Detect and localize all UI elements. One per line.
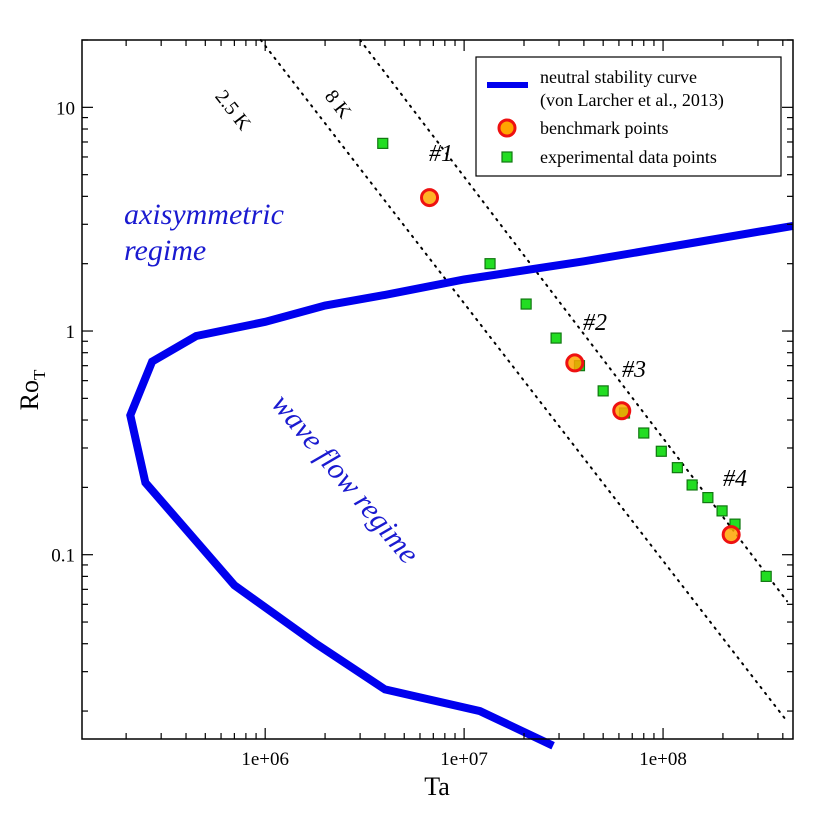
experimental-point: [716, 505, 728, 517]
svg-text:RoT: RoT: [15, 369, 49, 410]
axisymmetric-label-line1: axisymmetric: [124, 198, 284, 231]
experimental-point: [671, 462, 683, 474]
experimental-point: [377, 137, 389, 149]
experimental-point: [638, 427, 650, 439]
experimental-point: [655, 445, 667, 457]
x-tick-label: 1e+07: [440, 749, 488, 770]
y-tick-label: 1: [66, 322, 76, 343]
benchmark-label: #2: [583, 310, 607, 336]
experimental-point: [550, 332, 562, 344]
y-tick-label: 10: [56, 98, 75, 119]
experimental-point: [597, 385, 609, 397]
y-axis-title-sub: T: [30, 369, 49, 380]
legend-benchmark-swatch: [497, 118, 517, 138]
benchmark-label: #3: [622, 357, 646, 383]
axisymmetric-label-line2: regime: [124, 234, 206, 267]
y-axis-title: RoT: [15, 369, 49, 410]
legend-experimental-swatch: [501, 151, 513, 163]
neutral-stability-curve: [126, 221, 794, 750]
experimental-point: [702, 492, 714, 504]
experimental-point: [484, 258, 496, 270]
isoline-8k-label: 8 K: [320, 86, 356, 123]
wave-flow-regime-label: wave flow regime: [265, 388, 426, 570]
plot-frame: [81, 39, 794, 740]
benchmark-point: [612, 401, 632, 421]
y-tick-label: 0.1: [51, 546, 75, 567]
benchmark-label: #1: [429, 141, 453, 167]
legend: neutral stability curve (von Larcher et …: [475, 56, 782, 177]
isoline-2-5k-label: 2.5 K: [210, 86, 255, 135]
isolines-layer: [259, 39, 789, 723]
x-tick-label: 1e+08: [639, 749, 687, 770]
isoline-2-5k: [259, 39, 789, 723]
experimental-point: [520, 298, 532, 310]
benchmark-points-layer: [420, 188, 741, 545]
experimental-point: [686, 479, 698, 491]
legend-label-curve-ref: (von Larcher et al., 2013): [540, 90, 724, 111]
legend-label-benchmark: benchmark points: [540, 118, 668, 138]
legend-label-curve: neutral stability curve: [540, 67, 697, 87]
benchmark-point: [721, 525, 741, 545]
benchmark-point: [565, 353, 585, 373]
benchmark-label: #4: [723, 466, 747, 492]
stability-curve-layer: [126, 221, 794, 750]
benchmark-point: [420, 188, 440, 208]
y-axis-title-main: Ro: [15, 380, 44, 410]
x-axis-title: Ta: [424, 772, 450, 801]
ticks-layer: [82, 39, 793, 739]
isoline-8k: [359, 39, 789, 603]
legend-label-experimental: experimental data points: [540, 147, 717, 167]
experimental-point: [760, 570, 772, 582]
legend-box: [475, 56, 782, 177]
x-tick-label: 1e+06: [241, 749, 289, 770]
